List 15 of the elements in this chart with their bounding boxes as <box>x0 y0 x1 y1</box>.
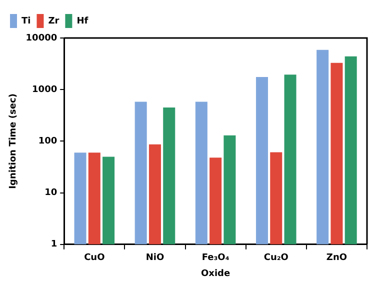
y-tick-label: 1000 <box>32 84 58 95</box>
y-tick-label: 10 <box>44 188 58 198</box>
x-tick-label: CuO <box>84 253 106 264</box>
y-tick-label: 1 <box>50 240 58 250</box>
legend-label: Zr <box>48 16 60 26</box>
x-axis-title: Oxide <box>201 268 230 279</box>
y-axis-title: Ignition Time (sec) <box>8 94 19 189</box>
legend-label: Ti <box>22 16 31 26</box>
y-tick-label: 10000 <box>26 33 58 44</box>
x-tick-label: Fe₃O₄ <box>202 253 230 264</box>
x-tick-label: Cu₂O <box>264 253 289 264</box>
x-tick-label: ZnO <box>326 253 348 264</box>
y-tick-label: 100 <box>38 136 58 147</box>
x-tick-label: NiO <box>146 253 164 264</box>
legend-label: Hf <box>76 16 88 26</box>
